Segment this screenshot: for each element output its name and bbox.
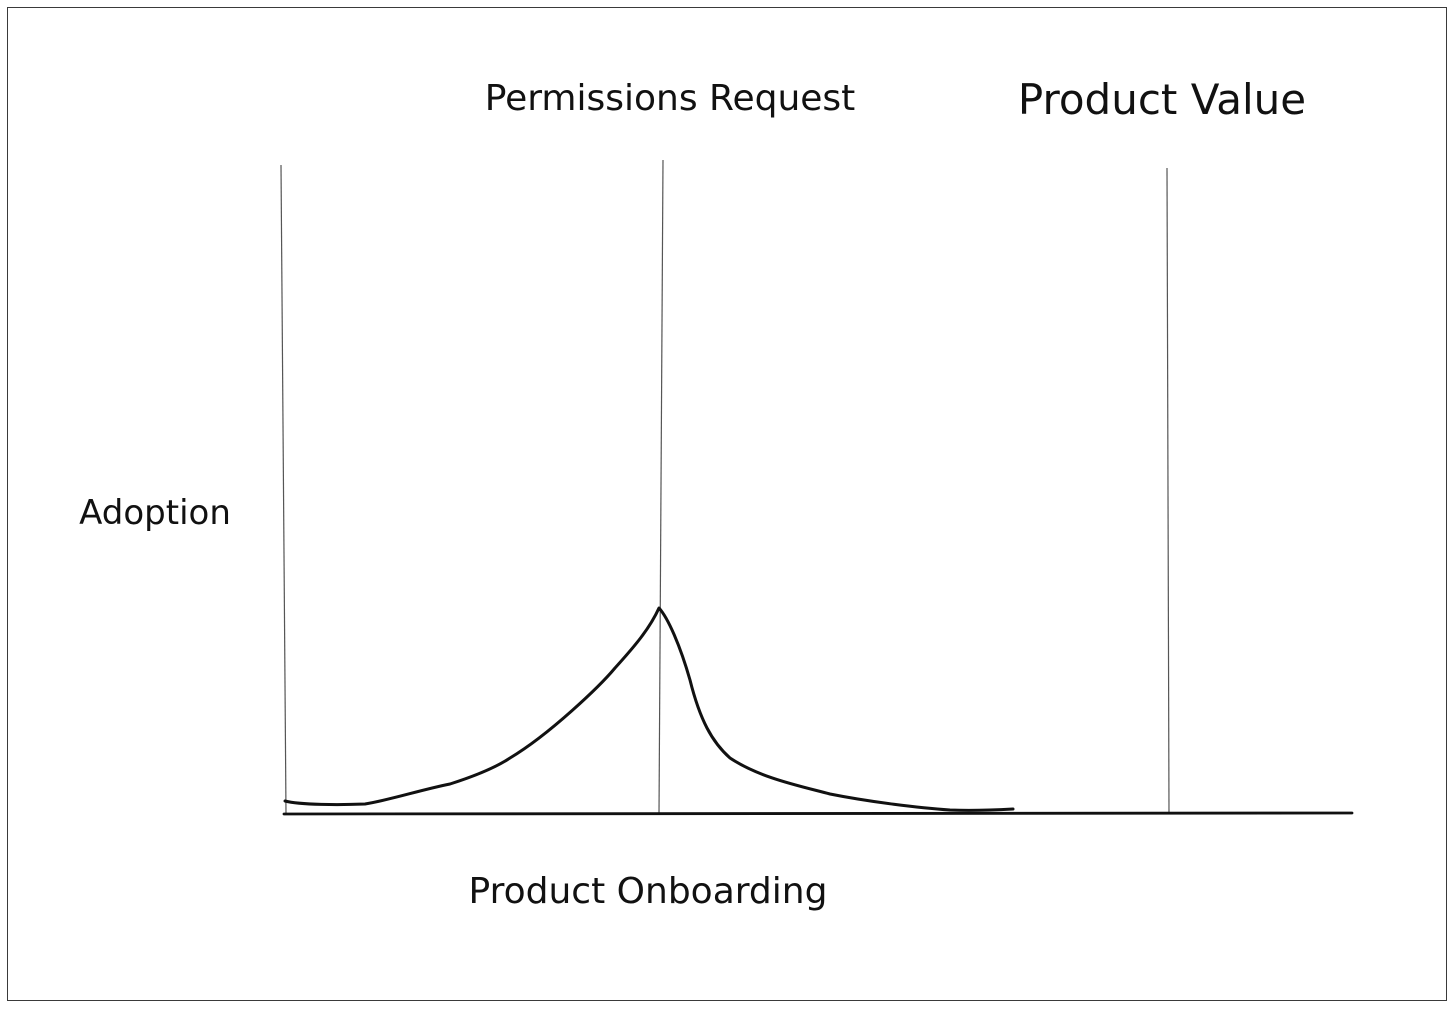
left-axis-line xyxy=(280,164,287,815)
product-value-label: Product Value xyxy=(1018,75,1306,124)
adoption-label: Adoption xyxy=(79,493,231,533)
value-marker-line xyxy=(1166,167,1170,815)
product-onboarding-label: Product Onboarding xyxy=(469,871,828,912)
permissions-request-label: Permissions Request xyxy=(485,78,856,119)
adoption-curve xyxy=(283,606,1015,812)
permissions-marker-line xyxy=(658,159,664,815)
diagram-frame xyxy=(7,7,1447,1001)
baseline-axis xyxy=(282,811,1354,816)
